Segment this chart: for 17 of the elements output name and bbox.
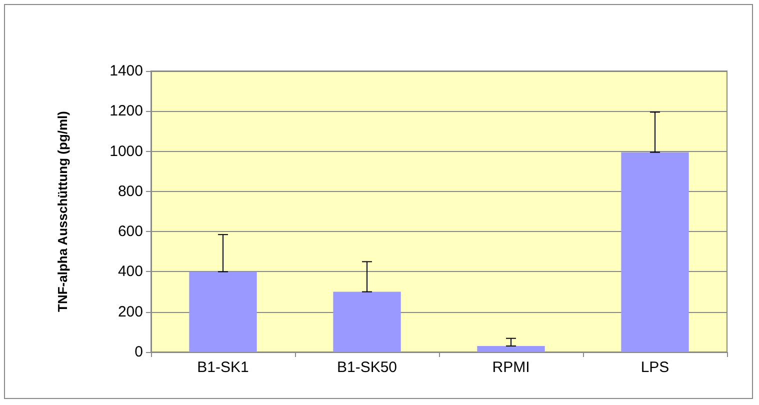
- y-tick-label: 800: [118, 182, 143, 200]
- y-tick-label: 1200: [110, 102, 143, 120]
- x-tick-label: B1-SK1: [197, 359, 249, 376]
- bar: [333, 292, 401, 352]
- bar: [477, 346, 545, 352]
- bar: [621, 152, 689, 352]
- bar: [189, 272, 257, 352]
- y-tick-label: 400: [118, 263, 143, 280]
- y-tick-label: 200: [118, 303, 143, 320]
- y-tick-label: 0: [134, 344, 143, 360]
- x-tick-label: RPMI: [492, 359, 530, 376]
- y-tick-label: 600: [118, 223, 143, 240]
- x-tick-label: LPS: [640, 359, 670, 376]
- y-tick-label: 1400: [110, 62, 143, 80]
- y-axis-title: TNF-alpha Ausschüttung (pg/ml): [55, 111, 70, 312]
- y-tick-label: 1000: [110, 142, 143, 160]
- x-tick-label: B1-SK50: [336, 359, 398, 376]
